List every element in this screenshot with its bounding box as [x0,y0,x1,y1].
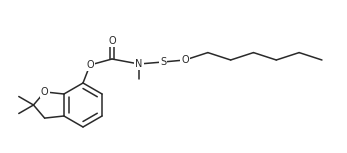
Text: S: S [160,57,166,67]
Text: O: O [181,55,189,65]
Text: O: O [86,60,94,70]
Text: O: O [108,36,116,46]
Text: O: O [41,87,49,97]
Text: N: N [135,59,143,69]
